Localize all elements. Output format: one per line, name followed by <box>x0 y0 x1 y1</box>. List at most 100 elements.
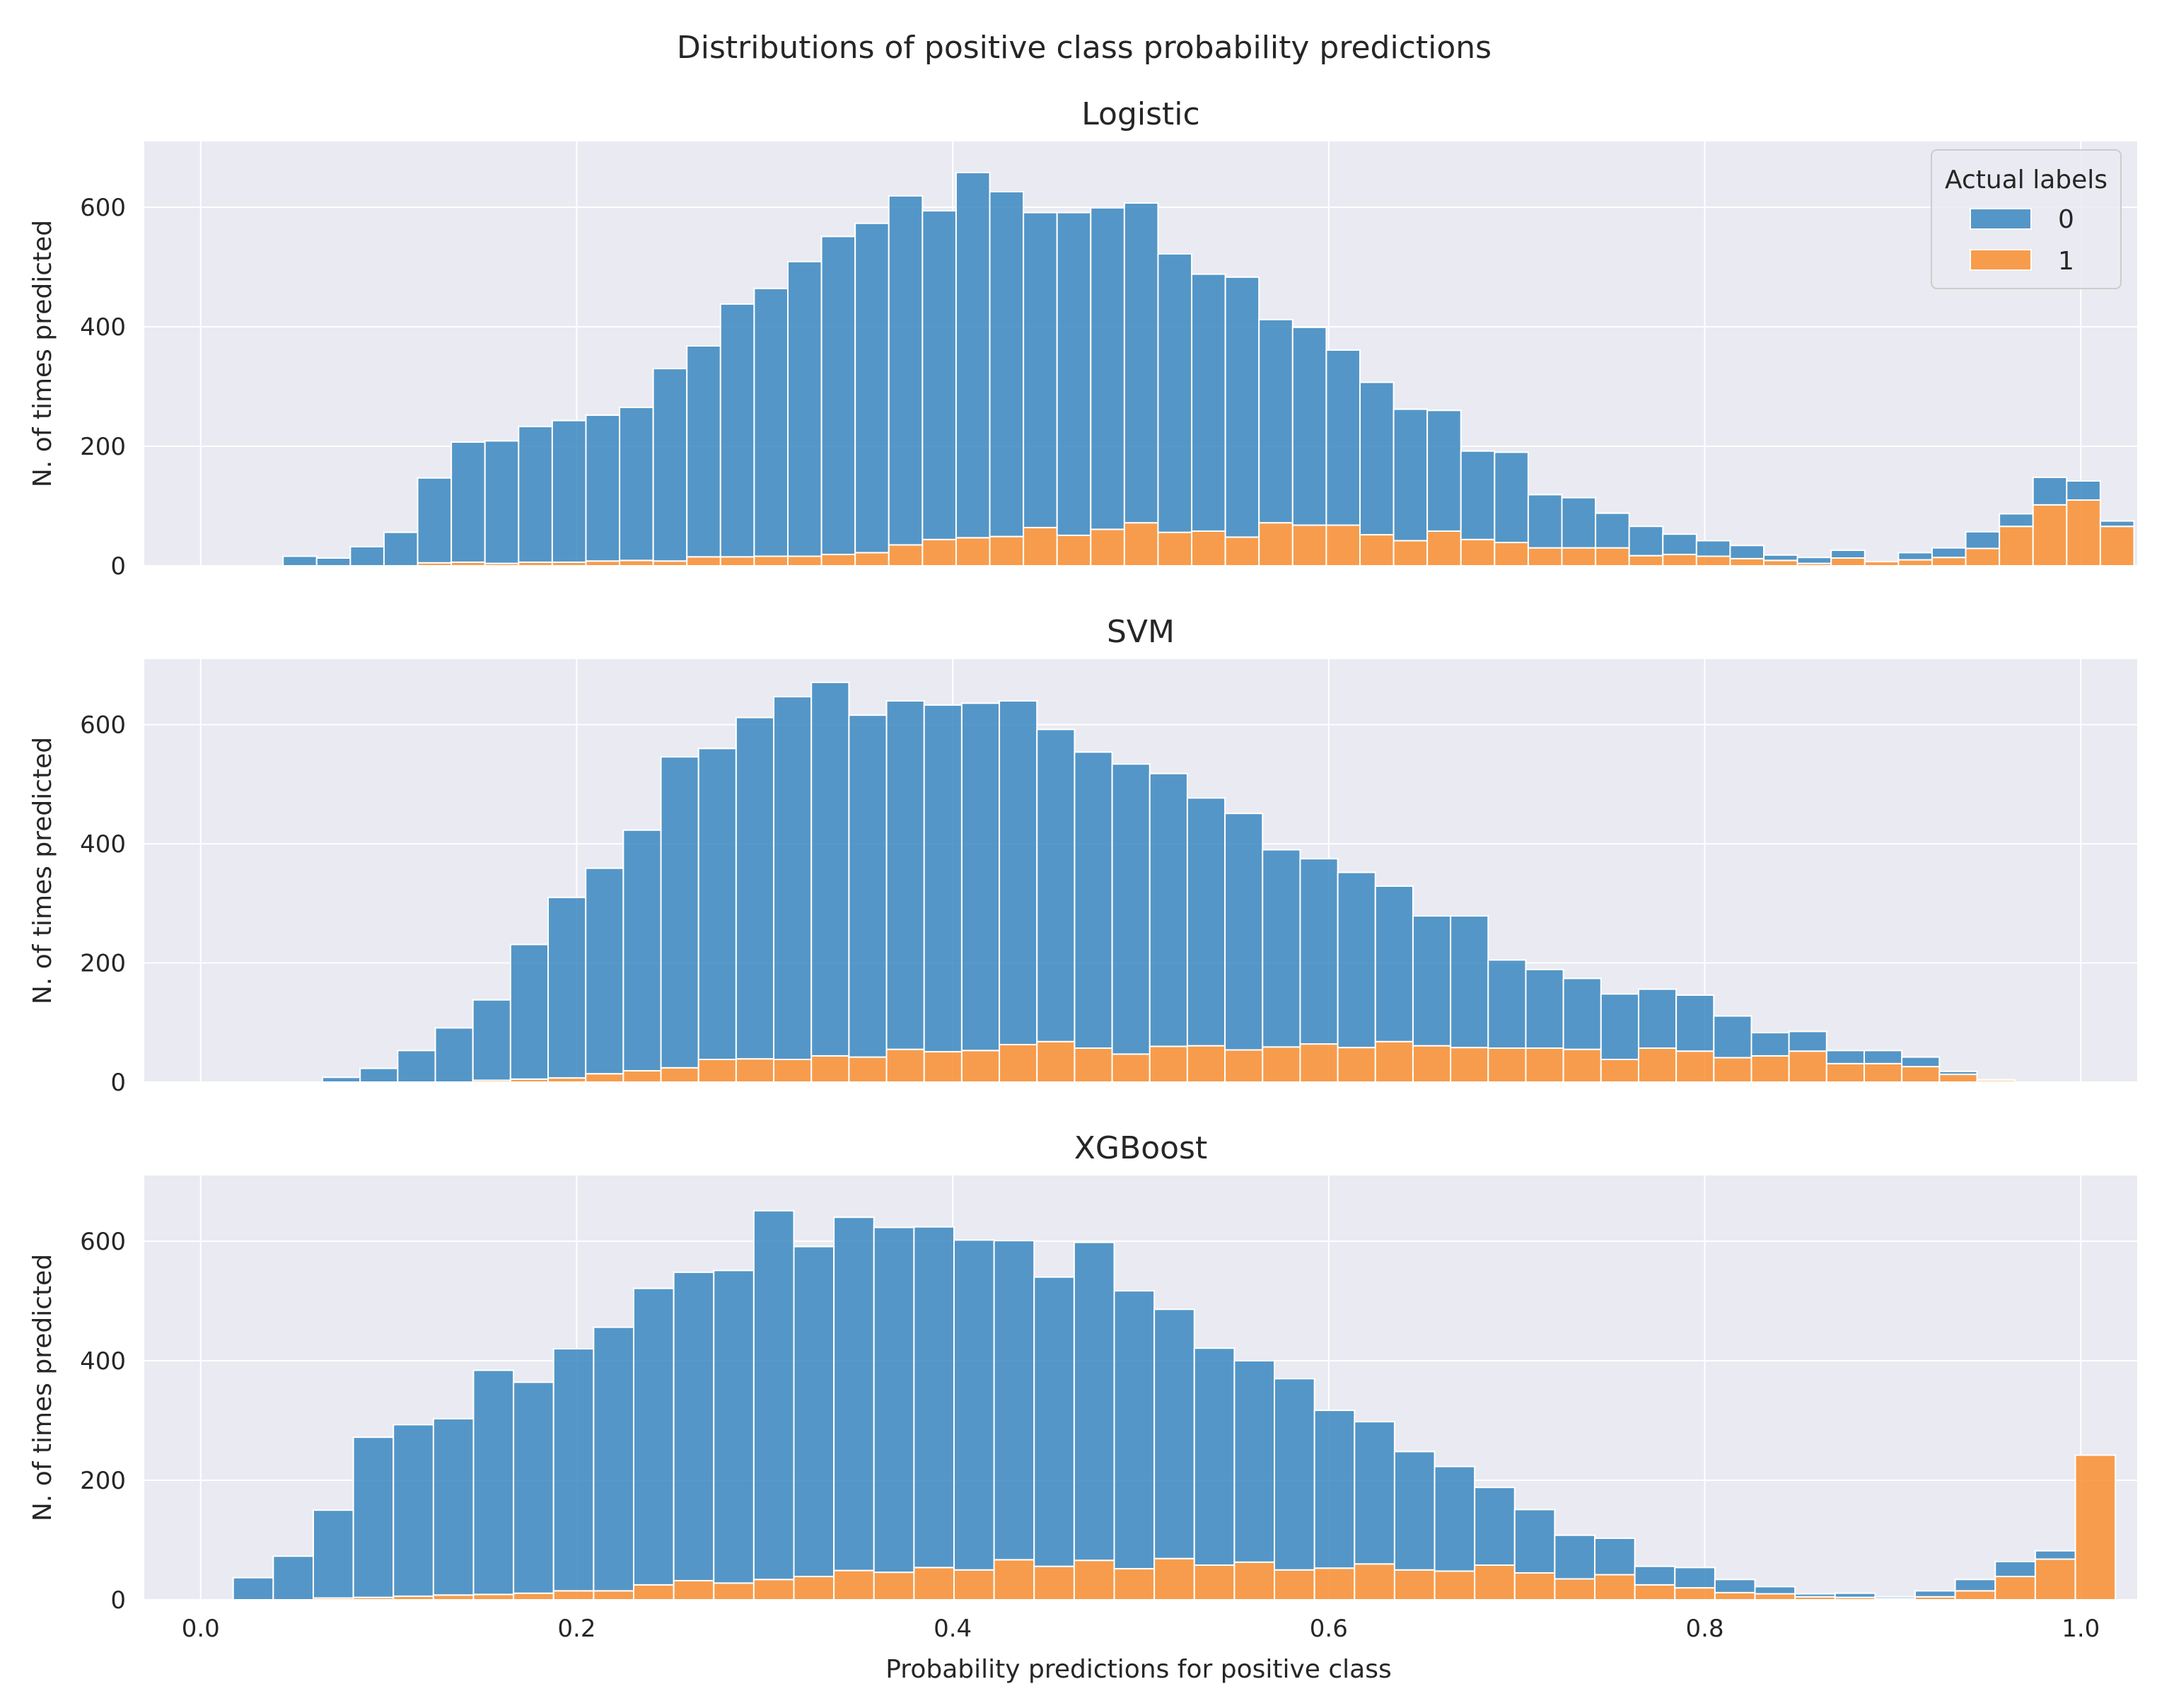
bar-label-0 <box>1874 1596 1917 1600</box>
bar-label-0 <box>551 419 587 563</box>
bar-label-0 <box>1901 1056 1941 1068</box>
bar-label-0 <box>1976 1079 2016 1081</box>
bar-label-0 <box>509 943 550 1080</box>
bar-label-1 <box>1561 547 1597 567</box>
bar-label-1 <box>1825 1062 1865 1083</box>
bar-label-1 <box>719 556 755 567</box>
bar-label-1 <box>1149 1045 1188 1084</box>
bar-label-1 <box>820 553 856 567</box>
bar-label-1 <box>1258 522 1293 567</box>
bar-label-1 <box>633 1584 675 1601</box>
bar-label-1 <box>1662 553 1697 567</box>
bar-label-1 <box>1554 1578 1596 1601</box>
bar-label-0 <box>1714 1579 1756 1593</box>
bar-label-1 <box>622 1069 662 1084</box>
bar-label-0 <box>1186 797 1226 1047</box>
bar-label-1 <box>955 537 991 567</box>
bar-label-1 <box>1434 1570 1476 1600</box>
bar-label-0 <box>1460 450 1496 540</box>
bar-label-1 <box>1864 561 1900 567</box>
x-tick-label: 0.4 <box>934 1615 972 1643</box>
subplot-title: SVM <box>1107 614 1175 650</box>
bar-label-0 <box>1426 409 1462 532</box>
bar-label-1 <box>2099 525 2135 567</box>
bar-label-0 <box>1825 1050 1865 1064</box>
bar-label-0 <box>1796 557 1832 564</box>
bar-label-0 <box>359 1067 399 1084</box>
bar-label-1 <box>1525 1047 1564 1084</box>
bar-label-1 <box>713 1582 755 1601</box>
bar-label-1 <box>1450 1047 1489 1083</box>
x-tick-label: 0.0 <box>182 1615 220 1643</box>
y-tick-label: 400 <box>80 830 126 859</box>
bar-label-1 <box>1954 1590 1996 1601</box>
x-tick-label: 1.0 <box>2062 1615 2100 1643</box>
bar-label-0 <box>232 1576 274 1601</box>
bar-label-0 <box>1262 849 1301 1048</box>
bar-label-0 <box>810 681 850 1057</box>
bar-label-0 <box>282 555 318 567</box>
bar-label-0 <box>2099 520 2135 528</box>
bar-label-1 <box>1073 1559 1115 1600</box>
bar-label-1 <box>1186 1045 1226 1084</box>
bar-label-0 <box>888 194 924 546</box>
bar-label-1 <box>921 538 957 567</box>
bar-label-0 <box>593 1326 635 1592</box>
legend-swatch-1 <box>1970 249 2032 271</box>
bar-label-0 <box>1337 871 1376 1049</box>
bar-label-0 <box>417 477 453 564</box>
bar-label-0 <box>1412 915 1452 1047</box>
bar-label-0 <box>1662 533 1697 555</box>
y-tick-label: 200 <box>80 433 126 461</box>
bar-label-1 <box>593 1590 635 1601</box>
bar-label-1 <box>923 1051 963 1083</box>
bar-label-0 <box>1600 993 1639 1060</box>
bar-label-1 <box>848 1056 888 1084</box>
bar-label-0 <box>1931 547 1967 559</box>
bar-label-1 <box>1113 1568 1156 1601</box>
bar-label-1 <box>1897 559 1933 567</box>
y-tick-label: 0 <box>110 1069 126 1097</box>
bar-label-1 <box>1193 1564 1236 1600</box>
bar-label-1 <box>1634 1584 1676 1601</box>
bar-label-1 <box>1674 1587 1716 1601</box>
bar-label-0 <box>585 414 621 562</box>
bar-label-0 <box>1713 1015 1752 1059</box>
bar-label-0 <box>773 696 813 1060</box>
bar-label-0 <box>1474 1487 1516 1566</box>
legend-label-1: 1 <box>2058 247 2074 276</box>
bar-label-0 <box>1023 211 1058 528</box>
bar-label-0 <box>619 407 654 562</box>
bar-label-0 <box>513 1381 554 1594</box>
bar-label-0 <box>1073 1241 1115 1562</box>
bar-label-0 <box>1513 1509 1556 1574</box>
bar-label-0 <box>1834 1592 1876 1598</box>
bar-label-0 <box>1393 1451 1436 1571</box>
x-axis-label: Probability predictions for positive cla… <box>885 1655 1392 1684</box>
bar-label-1 <box>673 1579 715 1601</box>
bar-label-1 <box>1299 1043 1339 1084</box>
bar-label-1 <box>787 555 822 567</box>
bar-label-1 <box>1595 547 1630 567</box>
bar-label-1 <box>1354 1563 1395 1600</box>
y-tick-label: 400 <box>80 313 126 342</box>
bar-label-0 <box>1863 1050 1903 1064</box>
bar-label-0 <box>2034 1550 2076 1560</box>
bar-label-0 <box>547 896 587 1079</box>
bar-label-0 <box>1374 885 1414 1042</box>
bar-label-0 <box>312 1509 354 1599</box>
bar-label-0 <box>960 702 1001 1052</box>
bar-label-1 <box>686 556 721 567</box>
bar-label-0 <box>999 699 1038 1045</box>
bar-label-1 <box>1153 1557 1195 1601</box>
bar-label-0 <box>1938 1070 1978 1076</box>
bar-label-0 <box>349 545 385 567</box>
bar-label-1 <box>1863 1062 1903 1083</box>
y-axis-label: N. of times predicted <box>28 737 57 1004</box>
bar-label-0 <box>735 716 775 1060</box>
bar-label-0 <box>787 260 822 557</box>
bar-label-0 <box>397 1050 436 1084</box>
bar-label-0 <box>434 1027 474 1084</box>
bar-label-1 <box>697 1058 737 1084</box>
bar-label-1 <box>2034 1558 2076 1600</box>
